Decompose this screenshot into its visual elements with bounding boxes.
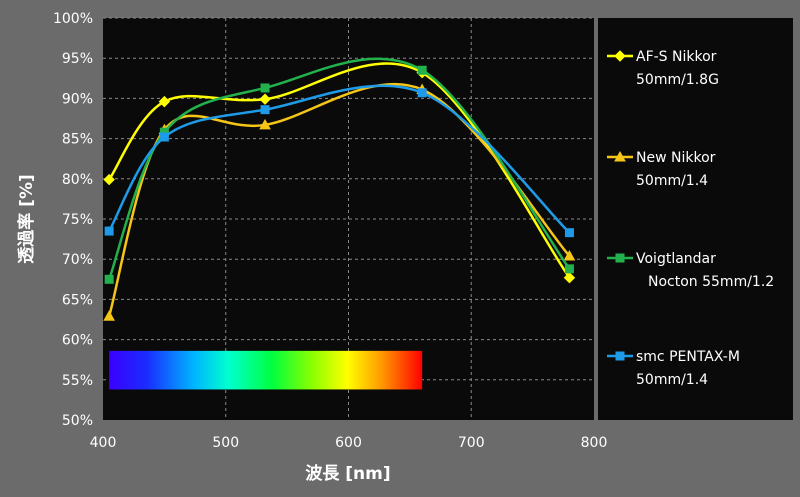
data-point-diamond xyxy=(614,50,626,62)
grid xyxy=(103,17,594,420)
series-layer xyxy=(103,57,576,321)
data-point-square xyxy=(564,228,574,238)
legend-entry-4: smc PENTAX-M 50mm/1.4 xyxy=(607,349,740,388)
legend-label: smc PENTAX-M xyxy=(636,349,740,365)
x-tick-label: 800 xyxy=(581,435,608,451)
y-tick-label: 80% xyxy=(62,172,93,188)
data-point-square xyxy=(260,83,270,93)
y-tick-label: 95% xyxy=(62,51,93,67)
legend-entry-1: AF-S Nikkor 50mm/1.8G xyxy=(607,49,719,88)
legend-label: Nocton 55mm/1.2 xyxy=(648,274,774,290)
legend-label: Voigtlandar xyxy=(636,251,716,267)
data-point-triangle xyxy=(259,118,271,130)
data-point-square xyxy=(615,351,625,361)
series-line xyxy=(108,84,571,234)
y-axis-title: 透過率 [%] xyxy=(16,174,37,264)
data-point-square xyxy=(104,274,114,284)
y-tick-label: 55% xyxy=(62,373,93,389)
legend-entry-3: Voigtlandar Nocton 55mm/1.2 xyxy=(607,251,774,290)
y-tick-label: 100% xyxy=(53,11,93,27)
x-tick-label: 400 xyxy=(90,435,117,451)
y-tick-label: 60% xyxy=(62,333,93,349)
data-point-square xyxy=(564,264,574,274)
y-tick-label: 75% xyxy=(62,212,93,228)
legend-label: 50mm/1.4 xyxy=(636,372,708,388)
visible-spectrum-band xyxy=(109,350,423,390)
data-point-square xyxy=(417,88,427,98)
legend-entry-2: New Nikkor 50mm/1.4 xyxy=(607,150,716,189)
legend-label: 50mm/1.4 xyxy=(636,173,708,189)
legend-box xyxy=(598,18,793,420)
series-4 xyxy=(104,84,574,238)
data-point-triangle xyxy=(103,310,115,321)
data-point-triangle xyxy=(563,249,576,261)
data-point-square xyxy=(104,226,114,236)
data-point-square xyxy=(260,105,270,115)
data-point-diamond xyxy=(563,271,576,284)
y-tick-label: 65% xyxy=(62,292,93,308)
series-line xyxy=(107,83,571,317)
y-tick-label: 90% xyxy=(62,91,93,107)
x-axis-title: 波長 [nm] xyxy=(305,463,390,484)
legend: AF-S Nikkor 50mm/1.8G New Nikkor 50mm/1.4 Vo… xyxy=(607,49,774,388)
y-tick-label: 70% xyxy=(62,252,93,268)
data-point-square xyxy=(615,253,625,263)
x-tick-label: 700 xyxy=(458,435,485,451)
x-tick-label: 500 xyxy=(212,435,239,451)
data-point-triangle xyxy=(614,150,626,162)
data-point-diamond xyxy=(158,95,171,108)
x-tick-label: 600 xyxy=(335,435,362,451)
legend-label: New Nikkor xyxy=(636,150,716,166)
legend-label: AF-S Nikkor xyxy=(636,49,717,65)
data-point-square xyxy=(159,132,169,142)
data-point-diamond xyxy=(259,93,271,105)
y-tick-label: 85% xyxy=(62,132,93,148)
legend-label: 50mm/1.8G xyxy=(636,72,719,88)
data-point-diamond xyxy=(103,173,115,186)
data-point-square xyxy=(417,65,427,75)
x-axis-ticks: 400 500 600 700 800 xyxy=(90,435,608,451)
y-axis-ticks: 50% 55% 60% 65% 70% 75% 80% 85% 90% 95% 100% xyxy=(53,11,93,429)
y-tick-label: 50% xyxy=(62,413,93,429)
